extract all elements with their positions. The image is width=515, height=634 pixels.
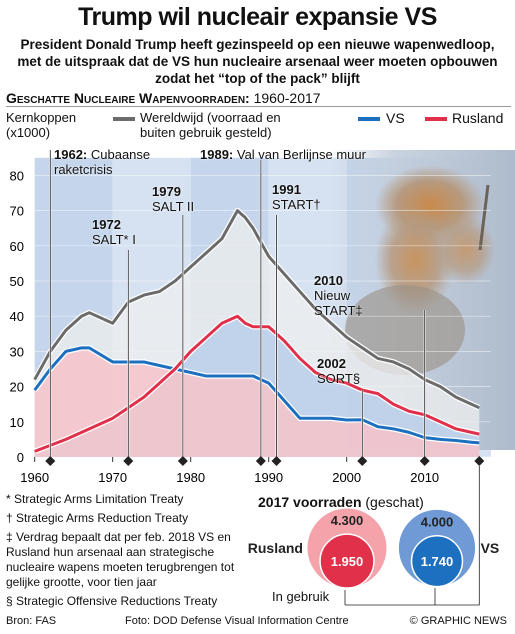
event-label: 1989: Val van Berlijnse muur [200, 147, 370, 162]
legend-label: Rusland [452, 110, 504, 126]
y-tick-label: 10 [10, 415, 24, 430]
end-marker [474, 456, 485, 466]
event-year: 1972 [92, 217, 121, 232]
total-label: 4.300 [331, 513, 364, 528]
legend-label: Wereldwijd (voorraad en buiten gebruik g… [140, 110, 281, 140]
subtitle: President Donald Trump heeft gezinspeeld… [0, 36, 515, 87]
event-label: 1962: Cubaanse raketcrisis [54, 147, 154, 177]
stockpile-title: 2017 voorraden [258, 494, 362, 510]
event-marker [357, 456, 368, 466]
in-use-circle [319, 533, 375, 589]
photo [330, 150, 515, 450]
event-year: 2002 [317, 356, 346, 371]
y-tick-label: 80 [10, 168, 24, 183]
y-axis-label: Kernkoppen (x1000) [6, 110, 77, 140]
subtitle-line: zodat het “top of the pack” blijft [155, 71, 360, 86]
event-text: Cubaanse raketcrisis [54, 147, 151, 177]
country-label: Rusland [248, 540, 303, 556]
in-use-value: 1.950 [331, 554, 364, 569]
total-label: 4.000 [421, 514, 454, 529]
copyright: © GRAPHIC NEWS [409, 615, 507, 627]
event-marker [45, 456, 56, 466]
chart-title: Geschatte Nucleaire Wapenvoorraden: [6, 90, 250, 106]
title: Trump wil nucleair expansie VS [78, 3, 437, 31]
y-tick-label: 60 [10, 239, 24, 254]
event-year: 2010 [314, 273, 343, 288]
event-text: START† [272, 197, 321, 212]
subtitle-line: met de uitspraak dat de VS hun nucleaire… [17, 54, 498, 69]
event-label: 2010 Nieuw START‡ [314, 273, 384, 318]
y-tick-label: 50 [10, 274, 24, 289]
event-label: 1991 START† [272, 182, 342, 212]
event-label: 1979 SALT II [152, 184, 212, 214]
footnote: † Strategic Arms Reduction Treaty [6, 511, 189, 525]
in-use-circle [410, 534, 464, 588]
event-marker [271, 456, 282, 466]
y-tick-label: 20 [10, 380, 24, 395]
footnote: § Strategic Offensive Reductions Treaty [6, 594, 218, 608]
x-tick-label: 2010 [410, 470, 439, 485]
connector [345, 466, 480, 606]
series-line [33, 209, 480, 410]
event-marker [177, 456, 188, 466]
event-marker [419, 456, 430, 466]
footnotes: * Strategic Arms Limitation Treaty † Str… [6, 492, 254, 609]
event-text: Val van Berlijnse muur [236, 147, 366, 162]
footnote: ‡ Verdrag bepaalt dat per feb. 2018 VS e… [6, 530, 235, 589]
country-label: VS [481, 540, 500, 556]
stockpile-heading: 2017 voorraden (geschat) [258, 494, 424, 510]
footnote: * Strategic Arms Limitation Treaty [6, 492, 184, 506]
event-label: 1972 SALT* I [92, 217, 140, 247]
series-line [34, 314, 480, 453]
section-header: Geschatte Nucleaire Wapenvoorraden: 1960… [6, 90, 511, 107]
y-tick-label: 70 [10, 204, 24, 219]
in-use-value: 1.740 [421, 554, 454, 569]
x-tick-label: 1970 [98, 470, 127, 485]
photo-credit: Foto: DOD Defense Visual Information Cen… [125, 615, 349, 627]
event-text: Nieuw START‡ [314, 288, 363, 318]
y-tick-label: 40 [10, 309, 24, 324]
event-year: 1962: [54, 147, 88, 162]
series-area [34, 347, 480, 457]
event-marker [123, 456, 134, 466]
chart-subtitle: 1960-2017 [253, 90, 321, 106]
stockpile-note: (geschat) [365, 494, 424, 510]
x-tick-label: 1980 [176, 470, 205, 485]
event-text: SORT§ [317, 371, 361, 386]
x-tick-label: 1990 [254, 470, 283, 485]
event-text: SALT II [152, 199, 195, 214]
legend-label: VS [386, 110, 405, 126]
in-use-label: In gebruik [272, 589, 330, 604]
source: Bron: FAS [6, 615, 57, 627]
event-year: 1979 [152, 184, 181, 199]
y-tick-label: 30 [10, 344, 24, 359]
x-tick-label: 1960 [20, 470, 49, 485]
series-line [33, 346, 480, 445]
event-marker [255, 456, 266, 466]
event-label: 2002 SORT§ [317, 356, 377, 386]
subtitle-line: President Donald Trump heeft gezinspeeld… [20, 37, 495, 52]
event-year: 1991 [272, 182, 301, 197]
x-tick-label: 2000 [332, 470, 361, 485]
event-text: SALT* I [92, 232, 136, 247]
y-tick-label: 0 [17, 450, 24, 465]
event-year: 1989: [200, 147, 234, 162]
